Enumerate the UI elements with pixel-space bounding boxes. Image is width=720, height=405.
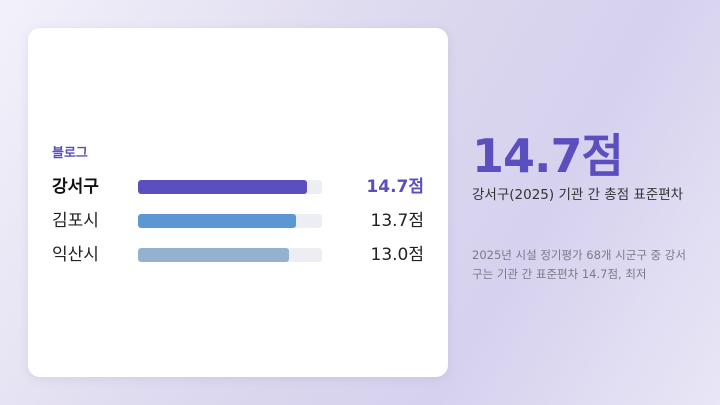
headline-subtitle: 강서구(2025) 기관 간 총점 표준편차: [472, 187, 684, 203]
headline-description: 2025년 시설 정기평가 68개 시군구 중 강서구는 기관 간 표준편차 1…: [472, 248, 686, 281]
headline-value: 14.7점: [472, 129, 624, 183]
row-value: 13.0점: [370, 245, 425, 265]
bar-track: [138, 248, 322, 262]
bar-fill: [138, 248, 289, 262]
ranking-row: 강서구 14.7점: [52, 174, 424, 200]
row-name: 강서구: [52, 177, 99, 197]
card-category-label: 블로그: [52, 146, 88, 161]
bar-track: [138, 180, 322, 194]
ranking-row: 익산시 13.0점: [52, 242, 424, 268]
row-name: 익산시: [52, 245, 99, 265]
bar-fill: [138, 214, 297, 228]
row-value: 14.7점: [366, 177, 424, 197]
row-name: 김포시: [52, 211, 99, 231]
row-value: 13.7점: [370, 211, 425, 231]
ranking-card: 블로그 강서구 14.7점 김포시 13.7점 익산시 13.0점: [28, 28, 448, 377]
bar-track: [138, 214, 322, 228]
bar-fill: [138, 180, 308, 194]
ranking-row: 김포시 13.7점: [52, 208, 424, 234]
